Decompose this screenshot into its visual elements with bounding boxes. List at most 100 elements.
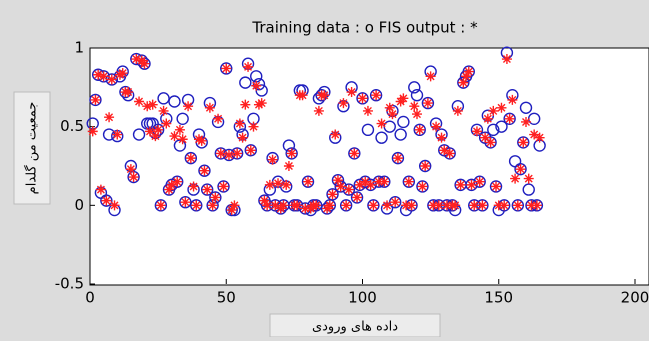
fis-point (368, 200, 379, 211)
fis-point (493, 200, 504, 211)
fis-point (297, 90, 308, 101)
fis-point (436, 132, 447, 143)
y-label-box (13, 91, 51, 205)
fis-point (194, 134, 204, 145)
training-point (198, 164, 211, 177)
fis-point (106, 74, 117, 85)
fis-point (466, 179, 477, 190)
fis-point (213, 113, 224, 124)
training-point (157, 92, 170, 105)
fis-point (215, 148, 226, 159)
training-point (331, 173, 345, 187)
fis-point (324, 200, 335, 211)
fis-point (128, 172, 139, 183)
fis-point (433, 200, 444, 211)
fis-point (95, 184, 106, 195)
training-point (361, 123, 375, 137)
x-tick-label: 200 (621, 289, 649, 307)
training-point (457, 76, 470, 89)
fis-point (392, 153, 403, 164)
training-point (356, 92, 369, 105)
fis-point (488, 105, 499, 116)
fis-point (131, 54, 142, 65)
fis-point (362, 105, 373, 116)
fis-point (313, 105, 324, 116)
y-tick-label: -0.5 (55, 275, 84, 293)
y-axis-label: جمعیت من گلدام (24, 102, 40, 195)
fis-point (93, 69, 104, 80)
fis-point (253, 99, 264, 110)
fis-point (232, 148, 243, 159)
training-point (132, 128, 146, 141)
y-tick-label: 1 (74, 39, 84, 57)
fis-point (114, 69, 125, 80)
training-point (348, 147, 361, 160)
fis-point (414, 124, 425, 135)
fis-point (204, 102, 215, 113)
training-point (350, 191, 364, 204)
fis-point (401, 200, 412, 211)
training-point (168, 95, 181, 108)
fis-point (376, 118, 387, 129)
fis-point (371, 90, 382, 101)
fis-point (109, 200, 120, 211)
fis-point (199, 165, 210, 176)
training-point (179, 195, 192, 209)
fis-point (341, 200, 352, 211)
training-point (301, 175, 315, 188)
fis-point (174, 124, 185, 135)
fis-point (278, 200, 289, 211)
fis-point (191, 200, 202, 211)
fis-point (144, 126, 155, 137)
fis-point (450, 200, 461, 211)
fis-point (343, 184, 354, 195)
training-point (421, 96, 435, 110)
fis-point (172, 176, 183, 187)
fis-point (183, 101, 194, 112)
fis-point (480, 132, 491, 143)
fis-point (300, 203, 311, 214)
training-point (375, 131, 388, 144)
fis-point (518, 137, 529, 148)
training-point (214, 147, 228, 160)
x-axis-label: داده های ورودی (312, 320, 398, 335)
fis-point (202, 184, 213, 195)
fis-point (112, 129, 123, 140)
fis-point (349, 148, 360, 159)
training-point (511, 199, 525, 212)
fis-point (223, 149, 234, 160)
fis-point (270, 200, 281, 211)
fis-point (338, 98, 349, 109)
fis-point (365, 179, 376, 190)
fis-point (523, 173, 534, 184)
fis-point (379, 176, 390, 187)
fis-point (534, 132, 545, 143)
fis-point (240, 99, 251, 110)
fis-point (286, 148, 297, 159)
fis-point (373, 176, 384, 187)
fis-point (262, 200, 273, 211)
fis-point (123, 87, 134, 98)
fis-point (90, 94, 101, 105)
fis-point (283, 161, 294, 171)
fis-point (243, 61, 254, 72)
fis-point (264, 179, 275, 190)
fis-point (281, 179, 292, 190)
fis-point (441, 200, 452, 211)
fis-point (158, 105, 169, 116)
fis-point (155, 200, 166, 211)
x-tick-label: 100 (348, 289, 377, 307)
fis-point (471, 126, 482, 137)
training-point (217, 180, 230, 193)
fis-point (390, 197, 401, 208)
training-point (367, 199, 380, 212)
fis-point (104, 112, 115, 123)
fis-point (177, 134, 188, 145)
training-point (418, 159, 432, 173)
fis-point (387, 109, 398, 120)
fis-point (153, 124, 164, 135)
training-point (519, 101, 533, 114)
training-point (184, 151, 198, 165)
fis-point (529, 129, 540, 140)
